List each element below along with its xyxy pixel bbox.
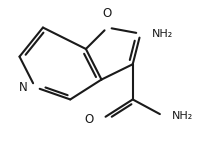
Text: O: O: [103, 7, 112, 20]
Text: N: N: [19, 81, 27, 94]
Text: O: O: [84, 113, 94, 126]
Text: NH₂: NH₂: [172, 111, 193, 121]
Text: NH₂: NH₂: [152, 29, 173, 39]
